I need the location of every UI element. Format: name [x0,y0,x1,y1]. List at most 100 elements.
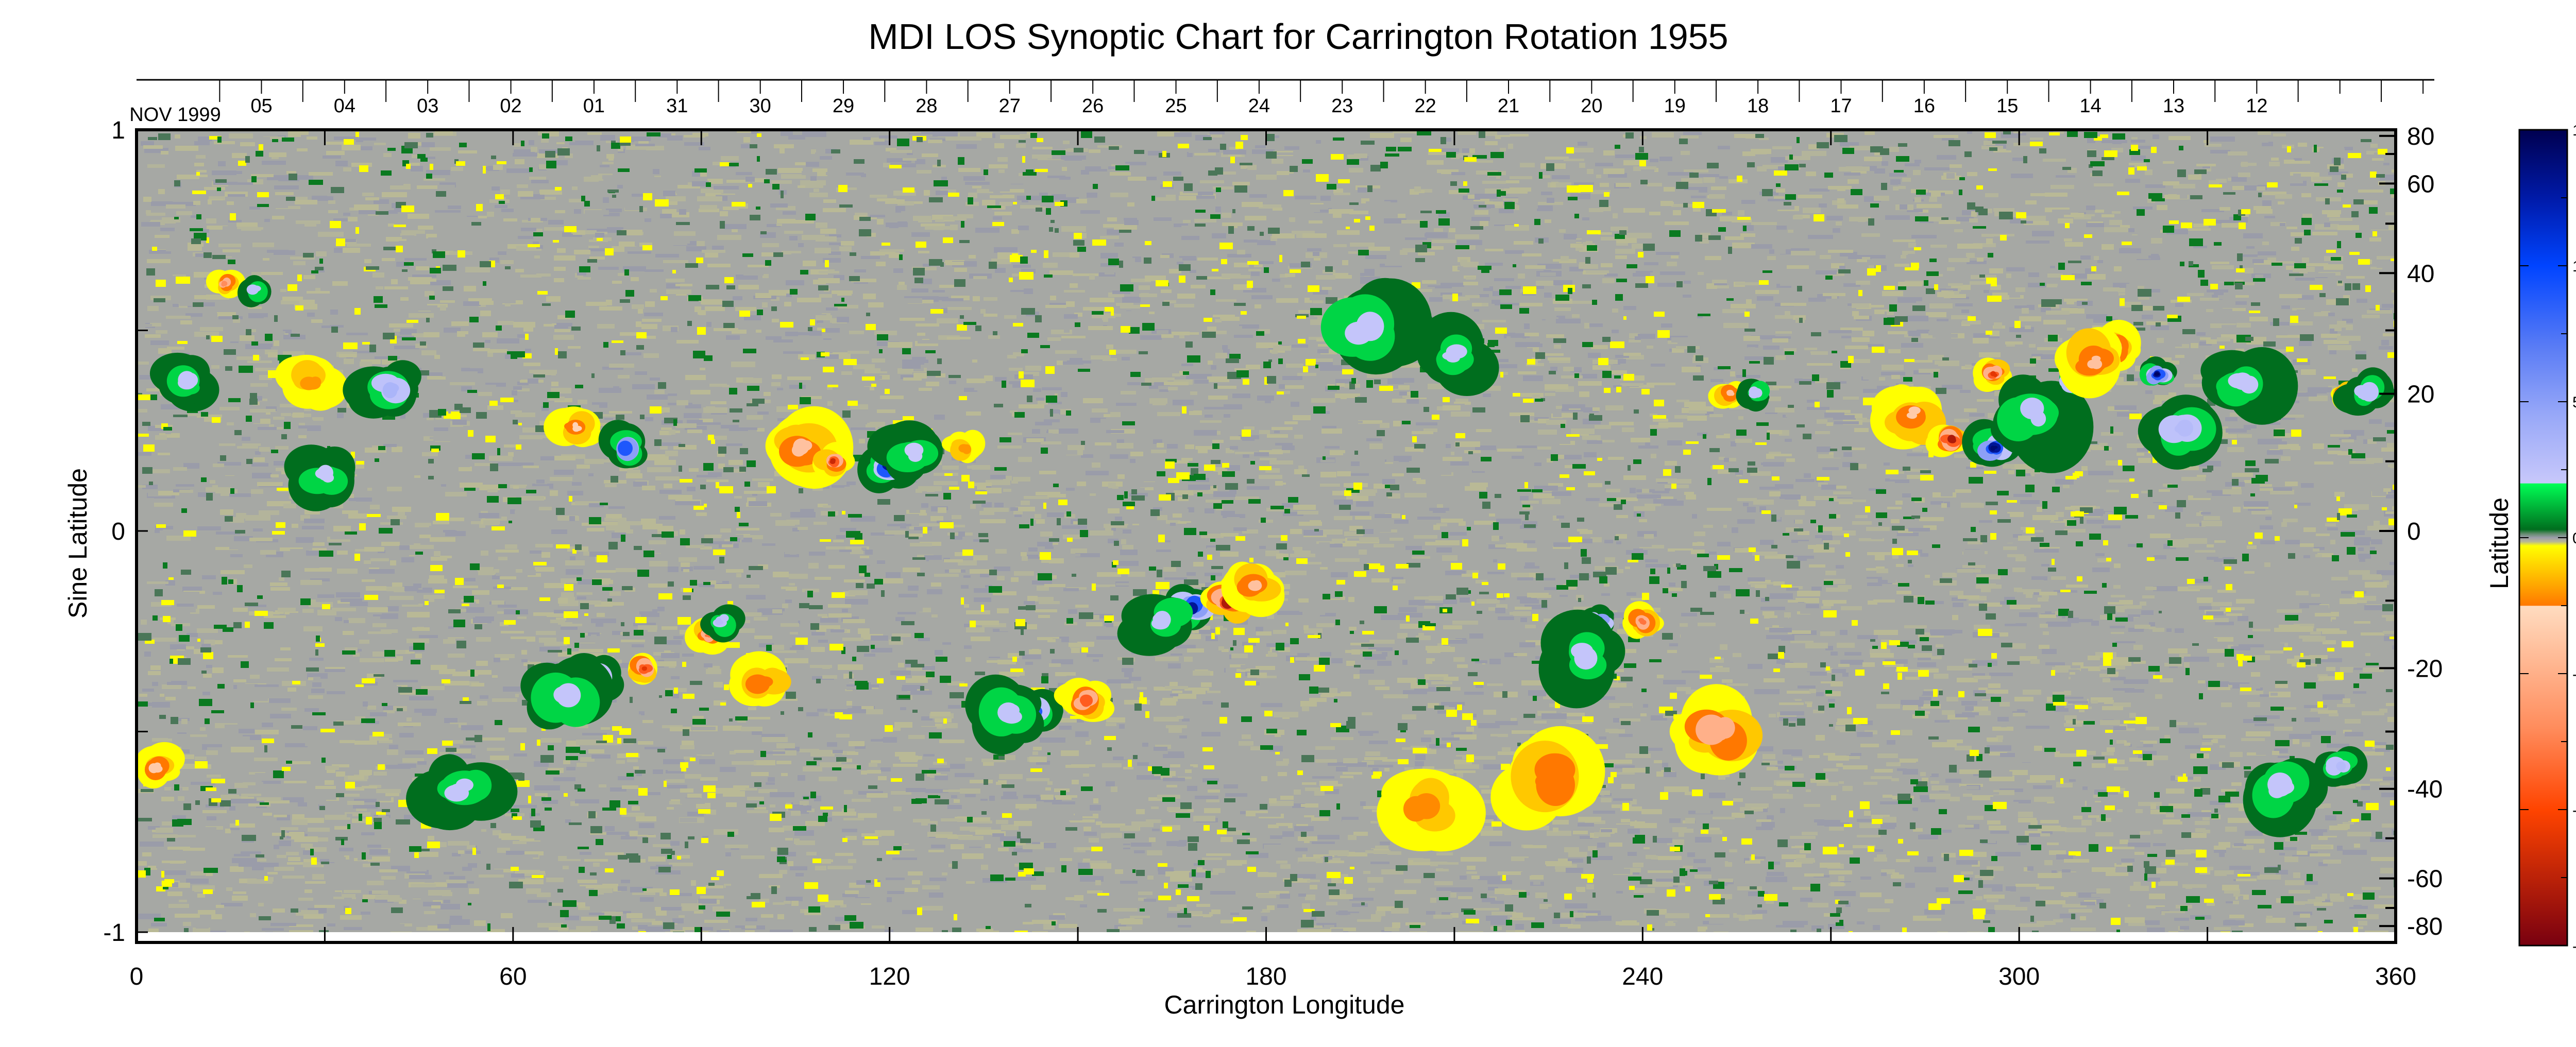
noise-cell [685,537,708,540]
noise-cell [1843,878,1855,881]
noise-cell [537,892,551,897]
noise-cell [232,414,253,418]
noise-cell [1379,151,1386,156]
noise-cell [1187,786,1197,791]
noise-cell [608,155,614,161]
noise-cell [1032,842,1046,846]
noise-cell [304,708,319,712]
noise-cell [1295,196,1316,199]
noise-cell [268,331,285,335]
noise-cell [327,923,335,926]
noise-cell [1798,496,1806,501]
noise-cell [1961,896,1976,899]
noise-cell [1034,519,1045,524]
noise-cell [1646,564,1669,568]
noise-cell [1161,334,1174,338]
noise-cell [874,141,889,145]
noise-cell [706,237,713,242]
noise-cell [508,639,527,642]
noise-cell [1023,795,1040,798]
noise-cell [2352,368,2358,372]
noise-cell [551,388,571,393]
noise-cell [2168,392,2176,397]
noise-cell [1163,171,1181,176]
noise-cell [1901,188,1919,192]
noise-cell [1340,889,1346,895]
noise-cell [1087,632,1108,635]
noise-cell [1089,149,1100,153]
noise-cell [391,932,412,935]
noise-cell [146,724,158,727]
noise-cell [788,135,805,140]
noise-cell [1952,597,1967,601]
noise-cell [1483,393,1493,397]
noise-cell [2382,823,2396,828]
noise-cell [208,931,226,932]
noise-cell [653,576,662,579]
noise-cell [663,759,685,764]
noise-cell [2281,305,2290,309]
noise-cell [2284,856,2298,862]
noise-cell [897,610,916,614]
noise-cell [353,505,366,510]
noise-cell [487,748,504,751]
noise-cell [408,214,429,219]
noise-cell [394,346,419,349]
noise-cell [166,204,185,209]
noise-cell [1437,643,1443,648]
noise-cell [1967,707,1988,711]
noise-cell [1226,448,1234,453]
noise-cell [1479,294,1489,297]
noise-cell [512,660,519,665]
noise-cell [698,310,706,315]
noise-cell [251,489,263,494]
noise-cell [1771,157,1788,163]
noise-cell [836,734,850,737]
noise-cell [2037,347,2060,350]
noise-cell [588,246,599,248]
noise-cell [2153,134,2159,139]
noise-cell [1261,909,1270,913]
noise-cell [2131,137,2138,142]
noise-cell [2343,822,2356,825]
noise-cell [213,464,224,467]
noise-cell [2015,556,2026,561]
noise-cell [328,210,338,213]
noise-cell [1167,444,1178,449]
noise-cell [1976,690,1994,695]
noise-cell [2186,810,2206,814]
noise-cell [1095,442,1111,445]
noise-cell [2370,547,2375,550]
noise-cell [2381,587,2396,592]
noise-cell [1853,390,1860,395]
noise-cell [600,135,615,141]
noise-cell [1086,672,1099,675]
noise-cell [1571,148,1594,152]
noise-cell [2086,205,2095,210]
noise-cell [2041,259,2047,263]
noise-cell [278,904,294,907]
noise-cell [1968,540,1982,544]
noise-cell [1330,858,1341,862]
noise-cell [1115,517,1122,521]
noise-cell [1472,470,1485,473]
noise-cell [1320,652,1331,656]
noise-cell [1934,674,1948,679]
noise-cell [2392,290,2396,293]
noise-cell [2020,656,2037,661]
noise-cell [374,771,387,776]
noise-cell [887,524,911,526]
noise-cell [1998,813,2004,817]
noise-cell [1298,857,1323,863]
noise-cell [570,801,579,806]
noise-cell [523,854,538,857]
noise-cell [1908,564,1913,567]
noise-cell [2286,227,2297,229]
noise-cell [225,343,242,348]
noise-cell [747,497,756,503]
noise-cell [1476,170,1498,175]
noise-cell [814,188,819,192]
noise-cell [2222,885,2239,890]
noise-cell [1316,854,1334,857]
noise-cell [1730,371,1735,376]
